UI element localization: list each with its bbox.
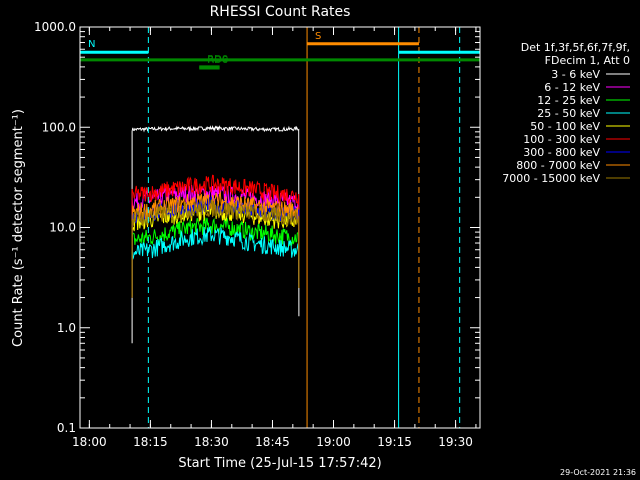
- legend-label-8: 7000 - 15000 keV: [502, 172, 600, 185]
- legend-label-5: 100 - 300 keV: [523, 133, 600, 146]
- y-tick-label-1: 1.0: [57, 321, 76, 335]
- legend-label-4: 50 - 100 keV: [530, 120, 600, 133]
- legend-label-2: 12 - 25 keV: [537, 94, 600, 107]
- series-line-0: [131, 125, 300, 344]
- series-line-3: [131, 226, 300, 298]
- y-tick-label-3: 100.0: [42, 120, 76, 134]
- y-tick-label-4: 1000.0: [34, 20, 76, 34]
- legend-label-0: 3 - 6 keV: [551, 68, 600, 81]
- y-tick-label-2: 10.0: [49, 221, 76, 235]
- flag-label-4: RD0: [207, 54, 228, 65]
- x-tick-label-0: 18:00: [72, 435, 107, 449]
- x-tick-label-3: 18:45: [255, 435, 290, 449]
- x-tick-label-4: 19:00: [316, 435, 351, 449]
- legend-label-6: 300 - 800 keV: [523, 146, 600, 159]
- y-tick-label-0: 0.1: [57, 421, 76, 435]
- generation-timestamp: 29-Oct-2021 21:36: [560, 468, 636, 477]
- legend-label-3: 25 - 50 keV: [537, 107, 600, 120]
- legend-header-line-2: FDecim 1, Att 0: [545, 54, 630, 67]
- legend-label-7: 800 - 7000 keV: [516, 159, 600, 172]
- x-tick-label-5: 19:15: [377, 435, 412, 449]
- x-tick-label-1: 18:15: [133, 435, 168, 449]
- series-line-5: [131, 174, 300, 298]
- x-tick-label-2: 18:30: [194, 435, 229, 449]
- flag-label-2: S: [315, 31, 321, 42]
- flag-label-0: N: [88, 39, 95, 50]
- x-axis-label: Start Time (25-Jul-15 17:57:42): [178, 456, 381, 471]
- series-layer: [131, 125, 300, 344]
- axes-layer: 18:00 18:15 18:30 18:45 19:00 19:15 19:30 0.1 1.…: [34, 20, 480, 449]
- legend-label-1: 6 - 12 keV: [544, 81, 600, 94]
- series-line-7: [131, 191, 300, 298]
- y-axis-label: Count Rate (s⁻¹ detector segment⁻¹): [11, 109, 26, 347]
- legend-header-line-1: Det 1f,3f,5f,6f,7f,9f,: [521, 41, 630, 54]
- chart-title: RHESSI Count Rates: [210, 4, 351, 20]
- legend: Det 1f,3f,5f,6f,7f,9f, FDecim 1, Att 0 3…: [502, 41, 630, 185]
- flag-label-5: RD6: [207, 55, 228, 66]
- series-line-2: [131, 217, 300, 298]
- series-line-8: [131, 199, 300, 298]
- x-tick-label-6: 19:30: [438, 435, 473, 449]
